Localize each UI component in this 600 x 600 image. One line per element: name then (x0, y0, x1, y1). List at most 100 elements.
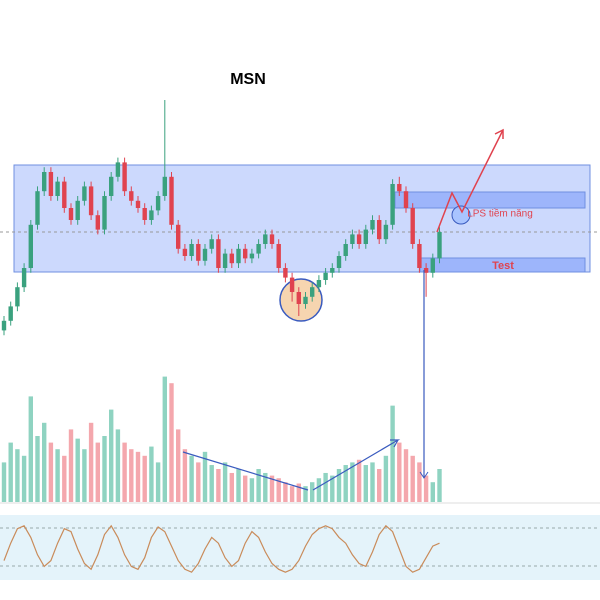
candle-body (323, 272, 328, 280)
candle-body (343, 244, 348, 256)
volume-bar (289, 486, 295, 502)
volume-bar (276, 478, 281, 502)
volume-bar (263, 472, 268, 502)
projection-arrow (436, 129, 504, 233)
candle-body (417, 244, 422, 268)
volume-bar (430, 482, 435, 502)
candle-body (356, 234, 362, 244)
volume-bar (303, 486, 308, 502)
volume-bar (28, 396, 33, 502)
volume-bar (42, 422, 47, 502)
volume-bar (102, 436, 107, 502)
candle-body (149, 210, 154, 220)
candle-body (289, 277, 295, 292)
volume-bar (417, 462, 422, 502)
candle-body (142, 208, 147, 220)
candle-body (115, 162, 121, 177)
candle-body (216, 239, 221, 268)
volume-bar (55, 449, 60, 502)
candle-body (202, 248, 208, 261)
volume-bar (363, 465, 368, 502)
candle-body (62, 181, 67, 208)
candle-body (35, 191, 40, 225)
candle-body (122, 162, 127, 192)
volume-bar (1, 462, 7, 502)
volume-bar (236, 469, 241, 502)
candle-body (42, 172, 47, 192)
candle-body (310, 287, 315, 297)
candle-body (222, 253, 228, 268)
oscillator-line (3, 524, 440, 573)
volume-bar (15, 449, 20, 502)
candle-body (102, 196, 107, 230)
candle-body (15, 287, 20, 307)
volume-bar (162, 376, 167, 502)
oscillator-panel (0, 515, 600, 580)
volume-bar (423, 475, 429, 502)
volume-bar (310, 482, 315, 502)
volume-bar (356, 459, 362, 502)
volume-bar (229, 472, 234, 502)
candle-body (303, 296, 308, 304)
candle-body (316, 280, 322, 288)
volume-bar (410, 455, 415, 502)
volume-bar (109, 409, 114, 502)
candle-body (48, 172, 54, 196)
volume-bar (397, 442, 402, 502)
candle-body (82, 186, 87, 201)
candle-body (55, 181, 60, 196)
arrow-head (419, 471, 429, 479)
volume-bar (323, 472, 328, 502)
volume-bar (209, 465, 214, 502)
candle-body (390, 184, 395, 225)
volume-bar (155, 462, 161, 502)
volume-bar (82, 449, 87, 502)
volume-bar (316, 478, 322, 502)
volume-bar (149, 446, 154, 502)
volume-bar (437, 469, 442, 502)
candle-body (263, 234, 268, 244)
candle-body (256, 244, 261, 254)
volume-bar (189, 455, 194, 502)
volume-bar (129, 449, 134, 502)
volume-bar (336, 469, 342, 502)
candle-body (1, 320, 7, 331)
candle-body (383, 224, 389, 240)
candle-body (8, 306, 13, 321)
volume-bar (216, 469, 221, 502)
candle-body (283, 268, 288, 278)
candle-body (430, 258, 435, 273)
volume-bar (343, 465, 348, 502)
volume-bar (115, 429, 121, 502)
candle-body (403, 191, 409, 208)
volume-bar (350, 462, 355, 502)
volume-bar (95, 442, 100, 502)
volume-bar (122, 442, 127, 502)
candle-body (276, 244, 281, 268)
volume-bar (383, 455, 389, 502)
volume-bar (296, 483, 301, 502)
candle-body (350, 234, 355, 244)
volume-bar (62, 455, 67, 502)
candle-body (135, 200, 141, 208)
candle-body (330, 268, 335, 273)
candle-body (68, 208, 74, 220)
candle-body (363, 229, 368, 244)
volume-bar (403, 449, 409, 502)
volume-bar (182, 449, 188, 502)
volume-bar (330, 475, 335, 502)
volume-bar (243, 475, 248, 502)
volume-bar (390, 405, 395, 502)
candle-body (176, 224, 181, 249)
candle-body (243, 248, 248, 259)
volume-bar (283, 482, 288, 502)
candle-body (162, 176, 167, 196)
candle-body (196, 244, 201, 261)
candle-body (296, 292, 301, 304)
volume-bar (269, 475, 275, 502)
volume-bar (196, 462, 201, 502)
volume-bar (202, 451, 208, 502)
volume-bar (88, 422, 94, 502)
candle-body (182, 248, 188, 256)
volume-bar (48, 442, 54, 502)
